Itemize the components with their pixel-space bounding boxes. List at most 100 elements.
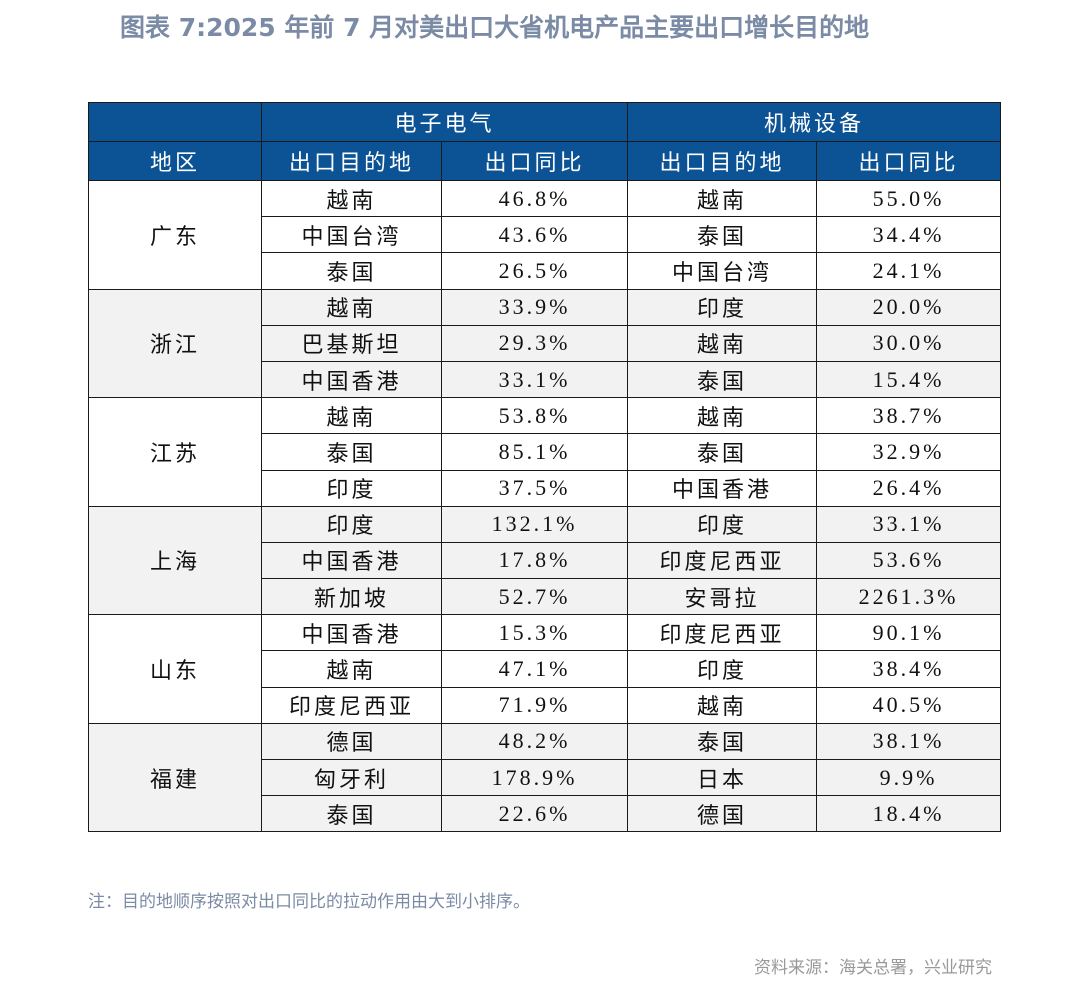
destination-cell: 泰国 — [261, 795, 442, 833]
destination-cell: 越南 — [261, 288, 442, 326]
destination-cell: 印度尼西亚 — [261, 686, 442, 724]
yoy-cell: 53.8% — [441, 397, 628, 435]
yoy-cell: 26.5% — [441, 252, 628, 290]
table-body: 广东 越南 46.8% 越南 55.0% 中国台湾 43.6% 泰国 34.4% 泰国 26.5% 中… — [88, 179, 1001, 833]
table-row: 中国香港 17.8% 印度尼西亚 53.6% — [89, 541, 1001, 580]
table-row: 广东 越南 46.8% 越南 55.0% — [88, 179, 1001, 290]
destination-cell: 泰国 — [261, 252, 442, 290]
note: 注：目的地顺序按照对出口同比的拉动作用由大到小排序。 — [88, 892, 530, 912]
yoy-cell: 34.4% — [816, 216, 1001, 254]
destination-cell: 中国香港 — [261, 541, 442, 580]
destination-cell: 泰国 — [261, 433, 442, 471]
region-cell: 上海 — [88, 505, 262, 616]
yoy-cell: 18.4% — [816, 795, 1001, 833]
yoy-cell: 38.1% — [816, 722, 1001, 761]
destination-cell: 越南 — [627, 324, 817, 362]
destination-cell: 中国台湾 — [627, 252, 817, 290]
yoy-cell: 26.4% — [816, 469, 1001, 507]
yoy-cell: 24.1% — [816, 252, 1001, 290]
yoy-cell: 22.6% — [441, 795, 628, 833]
yoy-cell: 15.4% — [816, 360, 1001, 399]
destination-cell: 德国 — [627, 795, 817, 833]
yoy-cell: 20.0% — [816, 288, 1001, 326]
column-header: 地区 — [88, 141, 262, 181]
yoy-cell: 9.9% — [816, 758, 1001, 797]
yoy-cell: 17.8% — [441, 541, 628, 580]
column-header: 出口目的地 — [627, 141, 817, 181]
region-cell: 广东 — [88, 180, 262, 290]
table-row: 印度尼西亚 71.9% 越南 40.5% — [89, 686, 1001, 724]
table-row: 匈牙利 178.9% 日本 9.9% — [89, 758, 1001, 797]
destination-cell: 印度尼西亚 — [627, 541, 817, 580]
yoy-cell: 40.5% — [816, 686, 1001, 724]
destination-cell: 越南 — [261, 650, 442, 688]
destination-cell: 越南 — [627, 686, 817, 724]
table-row: 浙江 越南 33.9% 印度 20.0% — [88, 288, 1001, 399]
column-header: 出口目的地 — [261, 141, 442, 181]
destination-cell: 巴基斯坦 — [261, 324, 442, 362]
destination-cell: 泰国 — [627, 360, 817, 399]
table-row: 新加坡 52.7% 安哥拉 2261.3% — [89, 578, 1001, 616]
yoy-cell: 47.1% — [441, 650, 628, 688]
destination-cell: 越南 — [627, 397, 817, 435]
data-table: 电子电气 机械设备 地区 出口目的地 出口同比 出口目的地 出口同比 广东 越南 46.8%… — [88, 102, 1001, 833]
destination-cell: 越南 — [261, 397, 442, 435]
yoy-cell: 15.3% — [441, 614, 628, 652]
destination-cell: 德国 — [261, 722, 442, 761]
yoy-cell: 30.0% — [816, 324, 1001, 362]
yoy-cell: 38.4% — [816, 650, 1001, 688]
yoy-cell: 33.1% — [441, 360, 628, 399]
region-cell: 山东 — [88, 614, 262, 724]
region-cell: 江苏 — [88, 397, 262, 507]
yoy-cell: 48.2% — [441, 722, 628, 761]
destination-cell: 中国香港 — [627, 469, 817, 507]
table-row: 山东 中国香港 15.3% 印度尼西亚 90.1% — [88, 614, 1001, 724]
yoy-cell: 85.1% — [441, 433, 628, 471]
group-header-row: 电子电气 机械设备 — [88, 102, 1001, 142]
region-cell: 福建 — [88, 722, 262, 833]
destination-cell: 越南 — [627, 179, 817, 218]
column-header: 出口同比 — [816, 141, 1001, 181]
yoy-cell: 2261.3% — [816, 578, 1001, 616]
destination-cell: 日本 — [627, 758, 817, 797]
yoy-cell: 71.9% — [441, 686, 628, 724]
column-header-row: 地区 出口目的地 出口同比 出口目的地 出口同比 — [88, 141, 1001, 181]
region-cell: 浙江 — [88, 288, 262, 399]
title: 图表 7:2025 年前 7 月对美出口大省机电产品主要出口增长目的地 — [120, 13, 870, 42]
yoy-cell: 53.6% — [816, 541, 1001, 580]
yoy-cell: 32.9% — [816, 433, 1001, 471]
group-header: 机械设备 — [627, 102, 1001, 142]
destination-cell: 泰国 — [627, 216, 817, 254]
destination-cell: 泰国 — [627, 722, 817, 761]
destination-cell: 印度 — [627, 288, 817, 326]
table-row: 泰国 22.6% 德国 18.4% — [89, 795, 1001, 833]
destination-cell: 中国台湾 — [261, 216, 442, 254]
destination-cell: 泰国 — [627, 433, 817, 471]
yoy-cell: 132.1% — [441, 505, 628, 543]
yoy-cell: 33.9% — [441, 288, 628, 326]
table-row: 越南 47.1% 印度 38.4% — [89, 650, 1001, 688]
table-row: 印度 37.5% 中国香港 26.4% — [89, 469, 1001, 507]
table-row: 江苏 越南 53.8% 越南 38.7% — [88, 397, 1001, 507]
table-head: 电子电气 机械设备 地区 出口目的地 出口同比 出口目的地 出口同比 — [88, 102, 1001, 181]
destination-cell: 安哥拉 — [627, 578, 817, 616]
yoy-cell: 46.8% — [441, 179, 628, 218]
table-row: 福建 德国 48.2% 泰国 38.1% — [88, 722, 1001, 833]
destination-cell: 印度 — [261, 469, 442, 507]
destination-cell: 印度尼西亚 — [627, 614, 817, 652]
yoy-cell: 37.5% — [441, 469, 628, 507]
destination-cell: 越南 — [261, 179, 442, 218]
destination-cell: 印度 — [261, 505, 442, 543]
yoy-cell: 38.7% — [816, 397, 1001, 435]
corner-cell — [88, 102, 262, 142]
yoy-cell: 55.0% — [816, 179, 1001, 218]
destination-cell: 新加坡 — [261, 578, 442, 616]
column-header: 出口同比 — [441, 141, 628, 181]
destination-cell: 中国香港 — [261, 614, 442, 652]
group-header: 电子电气 — [261, 102, 628, 142]
table-row: 中国香港 33.1% 泰国 15.4% — [89, 360, 1001, 399]
yoy-cell: 178.9% — [441, 758, 628, 797]
destination-cell: 印度 — [627, 505, 817, 543]
yoy-cell: 90.1% — [816, 614, 1001, 652]
